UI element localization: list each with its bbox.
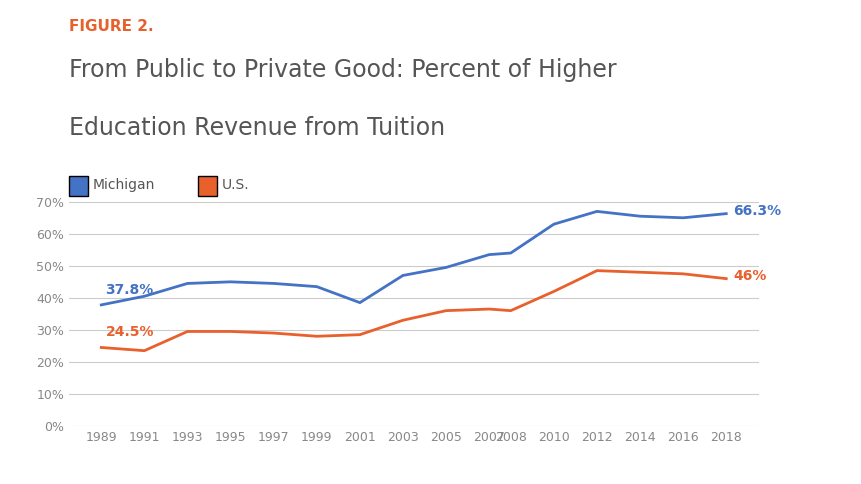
Text: Michigan: Michigan — [92, 179, 154, 192]
Text: U.S.: U.S. — [221, 179, 249, 192]
Text: From Public to Private Good: Percent of Higher: From Public to Private Good: Percent of … — [69, 58, 616, 82]
Text: FIGURE 2.: FIGURE 2. — [69, 19, 153, 34]
Text: 24.5%: 24.5% — [105, 325, 154, 339]
Text: 66.3%: 66.3% — [733, 204, 780, 218]
Text: Education Revenue from Tuition: Education Revenue from Tuition — [69, 116, 444, 140]
Text: 46%: 46% — [733, 269, 765, 283]
Text: 37.8%: 37.8% — [105, 283, 153, 297]
